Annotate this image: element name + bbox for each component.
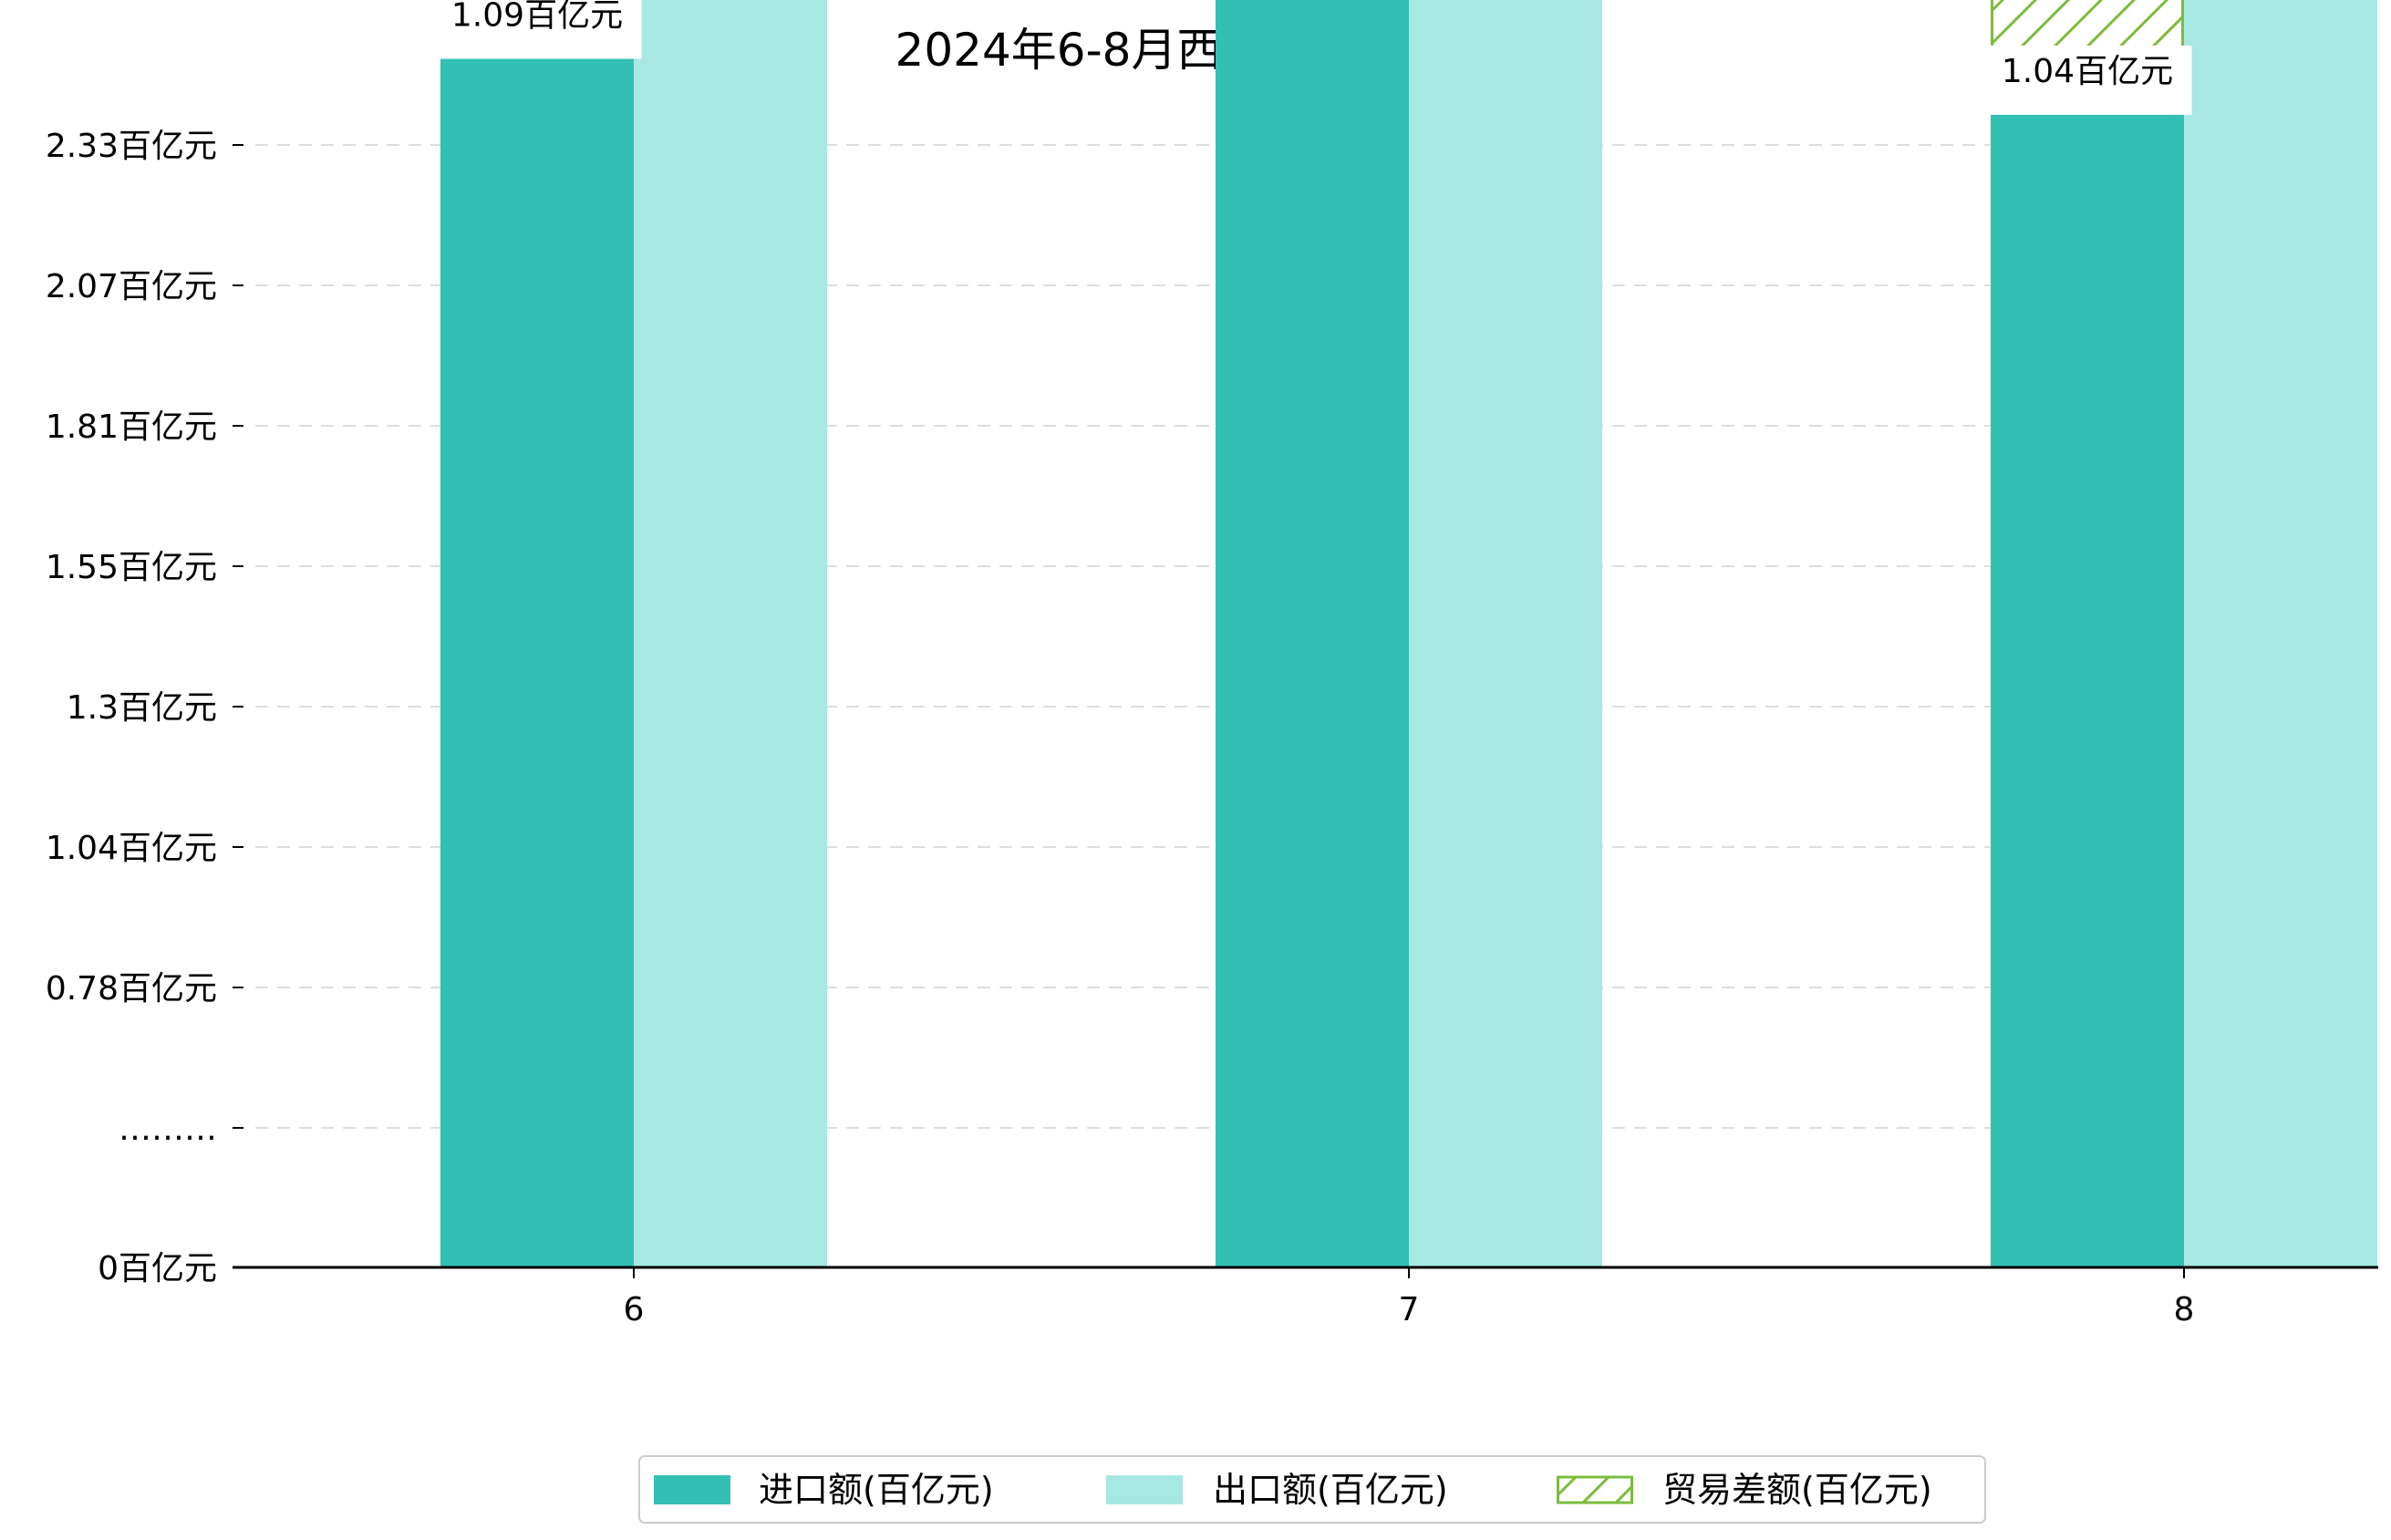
legend-swatch: [654, 1475, 730, 1504]
data-label-background: [432, 0, 642, 59]
x-tick-label: 8: [2174, 1291, 2195, 1328]
y-tick-label: 1.55百亿元: [46, 549, 217, 586]
legend-label: 出口额(百亿元): [1213, 1470, 1448, 1510]
data-label: 1.09百亿元: [432, 0, 642, 59]
y-tick-label: 0百亿元: [98, 1250, 217, 1287]
x-tick-label: 7: [1399, 1291, 1420, 1328]
bar-export: [1409, 0, 1602, 1267]
y-tick-label: 2.07百亿元: [46, 268, 217, 305]
legend-swatch: [1557, 1475, 1633, 1504]
y-tick-label: 1.3百亿元: [67, 689, 217, 727]
y-tick-label: ………: [119, 1111, 217, 1148]
y-tick-label: 2.33百亿元: [46, 128, 217, 165]
bar-import: [1216, 0, 1409, 1268]
legend-item: 出口额(百亿元): [1106, 1470, 1448, 1510]
data-label-text: 1.09百亿元: [451, 0, 623, 35]
bar-export: [2184, 0, 2377, 1267]
data-labels: 1.09百亿元.22百亿元-1.13百亿元1.15百亿元.21百亿元-1.06百…: [432, 0, 2192, 115]
legend-label: 进口额(百亿元): [759, 1470, 994, 1510]
legend-item: 贸易差额(百亿元): [1557, 1470, 1932, 1510]
data-label-text: 1.04百亿元: [2002, 53, 2173, 90]
data-label: 1.04百亿元: [1982, 45, 2192, 115]
data-label-background: [1982, 45, 2192, 115]
y-axis: 0百亿元 ……… 0.78百亿元 1.04百亿元 1.3百亿元 1.55百亿元 1.81百亿…: [46, 128, 243, 1287]
legend-swatch: [1106, 1475, 1183, 1504]
bars: [440, 0, 2377, 1268]
legend: 进口额(百亿元) 出口额(百亿元) 贸易差额(百亿元): [638, 1455, 1986, 1524]
legend-frame: [638, 1455, 1986, 1524]
bar-export: [634, 0, 827, 1267]
x-tick-label: 6: [624, 1291, 645, 1328]
y-tick-label: 1.81百亿元: [46, 408, 217, 446]
x-axis: 6 7 8: [233, 1266, 2378, 1328]
y-tick-label: 0.78百亿元: [46, 970, 217, 1008]
legend-label: 贸易差额(百亿元): [1662, 1470, 1932, 1510]
bar-import: [440, 47, 634, 1268]
bar-import: [1991, 103, 2184, 1267]
legend-item: 进口额(百亿元): [654, 1470, 994, 1510]
y-tick-label: 1.04百亿元: [46, 830, 217, 867]
